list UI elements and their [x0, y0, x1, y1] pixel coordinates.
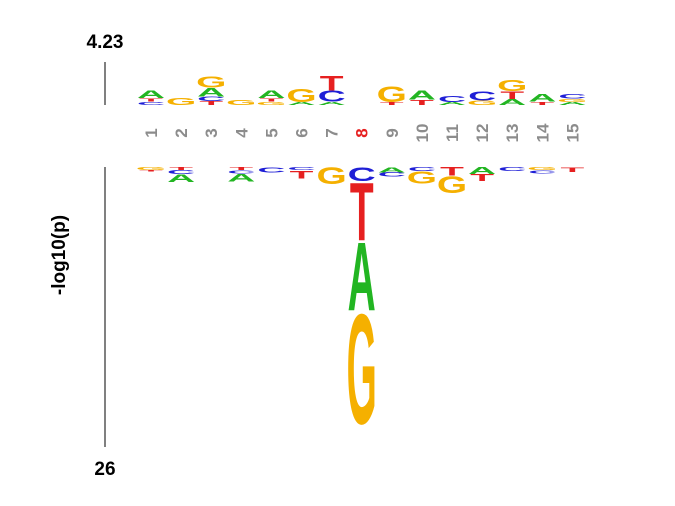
- bottom-letter-8-C: C: [348, 163, 376, 185]
- position-label-13: 13: [503, 124, 522, 143]
- bottom-letter-4-A: A: [227, 172, 255, 185]
- top-letter-3-G: G: [196, 74, 226, 91]
- top-letter-1-T: T: [139, 97, 163, 103]
- top-letter-5-T: T: [260, 97, 284, 103]
- top-letter-1-C: C: [137, 101, 165, 107]
- top-letter-15-C: C: [558, 93, 586, 100]
- bottom-letter-12-A: A: [468, 165, 496, 176]
- bottom-letter-4-T: T: [229, 166, 253, 171]
- position-label-7: 7: [323, 128, 342, 137]
- position-label-10: 10: [413, 124, 432, 143]
- top-letter-3-C: C: [197, 95, 225, 102]
- bottom-letter-12-T: T: [470, 172, 494, 183]
- position-label-8: 8: [353, 128, 372, 137]
- position-label-3: 3: [202, 128, 221, 137]
- top-letter-7-T: T: [320, 71, 344, 95]
- bottom-letter-14-G: G: [527, 166, 557, 171]
- position-label-5: 5: [262, 128, 281, 137]
- logo-marks: CTAGT1GTCA2TCAG3GTCA4GTAC5AGCT6ACTG7CTAG…: [136, 71, 588, 457]
- bottom-letter-2-T: T: [169, 166, 193, 171]
- top-letter-13-G: G: [497, 77, 527, 94]
- top-letter-3-T: T: [199, 100, 223, 106]
- bottom-letter-5-C: C: [257, 166, 285, 174]
- top-letter-15-G: G: [557, 97, 587, 103]
- position-label-4: 4: [232, 128, 251, 138]
- bottom-letter-11-G: G: [437, 171, 467, 198]
- bottom-letter-8-G: G: [347, 282, 377, 458]
- top-letter-13-T: T: [500, 89, 524, 102]
- top-letter-6-G: G: [286, 86, 316, 107]
- bottom-letter-9-A: A: [378, 166, 406, 174]
- top-letter-14-T: T: [530, 101, 554, 107]
- bottom-letter-2-C: C: [167, 169, 195, 175]
- position-label-14: 14: [533, 123, 552, 142]
- position-label-6: 6: [293, 128, 312, 137]
- bottom-letter-6-T: T: [290, 169, 314, 182]
- top-letter-9-T: T: [380, 101, 404, 106]
- top-letter-10-T: T: [410, 98, 434, 107]
- position-label-9: 9: [383, 128, 402, 137]
- position-label-11: 11: [443, 124, 462, 142]
- bottom-letter-11-T: T: [440, 165, 464, 178]
- bottom-letter-9-C: C: [378, 171, 406, 178]
- top-letter-12-G: G: [467, 99, 497, 106]
- top-letter-13-A: A: [498, 97, 526, 106]
- top-letter-14-A: A: [528, 92, 556, 104]
- bottom-letter-2-A: A: [167, 172, 195, 185]
- y-axis-label: -log10(p): [49, 215, 70, 295]
- top-letter-7-C: C: [318, 88, 346, 105]
- top-letter-4-G: G: [226, 98, 256, 107]
- top-letter-7-A: A: [318, 101, 346, 107]
- top-letter-10-A: A: [408, 88, 436, 102]
- position-label-15: 15: [563, 124, 582, 143]
- bottom-letter-13-C: C: [498, 166, 526, 172]
- top-letter-15-A: A: [558, 101, 586, 106]
- bottom-letter-1-G: G: [136, 166, 166, 171]
- position-label-2: 2: [172, 128, 191, 137]
- top-letter-11-C: C: [438, 94, 466, 103]
- bottom-letter-10-G: G: [407, 168, 437, 188]
- bottom-letter-15-T: T: [561, 166, 585, 173]
- position-label-12: 12: [473, 124, 492, 143]
- top-letter-1-A: A: [137, 88, 165, 101]
- bottom-letter-4-C: C: [227, 169, 255, 174]
- top-letter-9-G: G: [377, 81, 407, 107]
- bottom-letter-10-C: C: [408, 166, 436, 172]
- top-letter-3-A: A: [197, 86, 225, 99]
- top-letter-12-C: C: [468, 89, 496, 103]
- bottom-letter-1-T: T: [139, 170, 163, 172]
- top-letter-11-A: A: [438, 101, 466, 106]
- bottom-letter-14-C: C: [528, 169, 556, 174]
- bottom-letter-7-G: G: [316, 163, 346, 190]
- top-letter-2-G: G: [166, 96, 196, 107]
- bottom-letter-8-A: A: [348, 222, 376, 331]
- bottom-max-label: 26: [94, 459, 115, 480]
- top-letter-5-A: A: [257, 89, 285, 101]
- top-letter-5-G: G: [256, 101, 286, 107]
- bottom-letter-8-T: T: [350, 166, 374, 258]
- bottom-letter-6-C: C: [287, 166, 315, 171]
- top-max-label: 4.23: [87, 32, 124, 53]
- position-label-1: 1: [142, 128, 161, 137]
- top-letter-6-A: A: [287, 101, 315, 106]
